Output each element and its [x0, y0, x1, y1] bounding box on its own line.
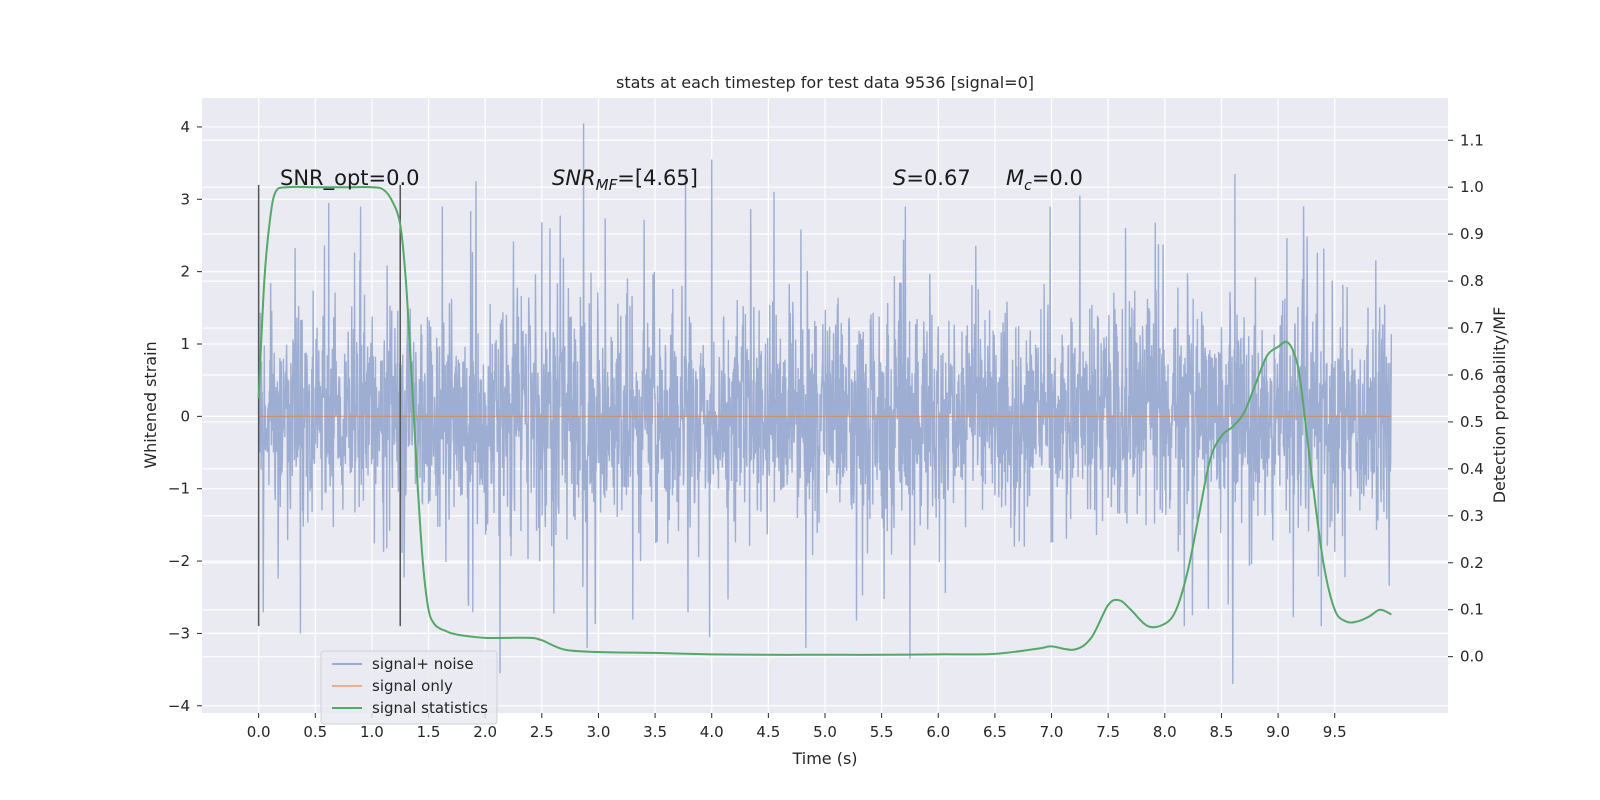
y2-tick-label: 0.8	[1460, 272, 1484, 290]
y-tick-label: 2	[180, 263, 190, 281]
annotation-snr-opt: SNR_opt=0.0	[280, 166, 420, 191]
x-tick-label: 7.0	[1040, 723, 1064, 741]
legend-label-signal-only: signal only	[372, 677, 453, 695]
vertical-markers	[257, 184, 401, 627]
x-tick-label: 3.0	[587, 723, 611, 741]
x-tick-label: 6.5	[983, 723, 1007, 741]
y2-tick-label: 1.1	[1460, 131, 1484, 149]
series-signal-statistics	[257, 185, 1392, 656]
y2-tick-label: 0.4	[1460, 460, 1484, 478]
x-tick-label: 3.5	[643, 723, 667, 741]
legend: signal+ noise signal only signal statist…	[320, 650, 498, 725]
y-tick-label: −3	[168, 624, 190, 642]
y-tick-label: −1	[168, 480, 190, 498]
x-tick-label: 2.5	[530, 723, 554, 741]
y-tick-label: 0	[180, 407, 190, 425]
mc-subscript: c	[1024, 178, 1032, 194]
chart-title: stats at each timestep for test data 953…	[616, 73, 1034, 92]
annotation-snr-mf: SNRMF=[4.65]	[552, 166, 698, 194]
y2-tick-label: 0.1	[1460, 601, 1484, 619]
y2-tick-label: 0.0	[1460, 648, 1484, 666]
x-tick-label: 5.5	[870, 723, 894, 741]
legend-label-signal-statistics: signal statistics	[372, 699, 488, 717]
series-signal-plus-noise	[257, 123, 1393, 685]
y2-axis-label: Detection probability/MF	[1490, 307, 1509, 504]
y2-tick-label: 0.9	[1460, 225, 1484, 243]
x-tick-label: 2.0	[473, 723, 497, 741]
x-tick-label: 1.0	[360, 723, 384, 741]
mc-symbol: M	[1006, 166, 1024, 190]
y2-tick-label: 0.6	[1460, 366, 1484, 384]
mc-value: =0.0	[1032, 166, 1083, 190]
x-tick-label: 4.0	[700, 723, 724, 741]
s-value: =0.67	[906, 166, 970, 190]
annotation-mc: Mc=0.0	[1006, 166, 1083, 194]
y2-tick-label: 0.2	[1460, 554, 1484, 572]
y-tick-label: 4	[180, 118, 190, 136]
x-tick-label: 5.0	[813, 723, 837, 741]
y2-tick-label: 0.5	[1460, 413, 1484, 431]
x-tick-label: 8.5	[1210, 723, 1234, 741]
snr-mf-subscript: MF	[596, 176, 618, 194]
x-tick-label: 0.5	[303, 723, 327, 741]
y2-tick-label: 0.3	[1460, 507, 1484, 525]
x-tick-label: 8.0	[1153, 723, 1177, 741]
x-axis-label: Time (s)	[791, 749, 857, 768]
y-tick-label: 3	[180, 190, 190, 208]
x-tick-label: 9.5	[1323, 723, 1347, 741]
x-tick-label: 4.5	[756, 723, 780, 741]
x-tick-label: 6.0	[926, 723, 950, 741]
y-tick-label: −4	[168, 697, 190, 715]
y2-tick-label: 1.0	[1460, 178, 1484, 196]
x-tick-label: 1.5	[417, 723, 441, 741]
x-tick-label: 0.0	[247, 723, 271, 741]
x-tick-labels: 0.0 0.5 1.0 1.5 2.0 2.5 3.0 3.5 4.0 4.5 5.0 5.5 6.0 6…	[247, 713, 1347, 741]
y-tick-label: 1	[180, 335, 190, 353]
y-tick-label: −2	[168, 552, 190, 570]
annotation-s: S=0.67	[893, 166, 971, 190]
y-axis-label: Whitened strain	[141, 341, 160, 468]
s-symbol: S	[893, 166, 906, 190]
legend-label-signal-plus-noise: signal+ noise	[372, 655, 474, 673]
x-tick-label: 9.0	[1266, 723, 1290, 741]
y-tick-labels: −4 −3 −2 −1 0 1 2 3 4	[168, 118, 202, 715]
legend-box	[320, 650, 498, 725]
noise-trace	[257, 123, 1393, 685]
signal-statistics-line	[257, 185, 1392, 656]
snr-mf-value: =[4.65]	[617, 166, 698, 190]
snr-mf-symbol: SNR	[552, 166, 596, 190]
x-tick-label: 7.5	[1096, 723, 1120, 741]
y2-tick-label: 0.7	[1460, 319, 1484, 337]
y2-tick-labels: 0.0 0.1 0.2 0.3 0.4 0.5 0.6 0.7 0.8 0.9 1.0 1.1	[1448, 131, 1484, 666]
